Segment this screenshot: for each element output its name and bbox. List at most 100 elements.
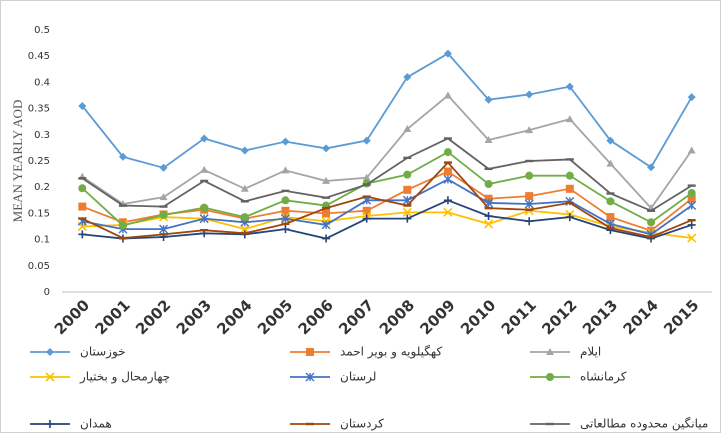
legend-marker <box>306 348 314 356</box>
data-point <box>281 196 290 205</box>
data-point <box>525 126 534 134</box>
data-point <box>240 184 249 192</box>
data-point <box>443 174 453 184</box>
series-line <box>81 52 693 169</box>
data-point <box>687 93 696 102</box>
y-tick-label: 0.4 <box>34 77 50 88</box>
data-point <box>159 193 168 201</box>
data-point <box>606 213 615 222</box>
legend-marker <box>46 348 54 356</box>
data-point <box>362 136 371 145</box>
legend-marker <box>46 420 54 428</box>
data-point <box>484 194 493 203</box>
legend-label: کرمانشاه <box>580 370 627 385</box>
data-point <box>606 197 615 206</box>
legend-label: ایلام <box>580 345 601 359</box>
data-point <box>200 134 209 143</box>
data-point <box>78 184 87 193</box>
data-point <box>484 95 493 104</box>
data-point <box>687 233 697 243</box>
data-point <box>281 137 290 146</box>
data-point <box>159 163 168 172</box>
data-point <box>525 171 534 180</box>
data-point <box>403 125 412 133</box>
data-point <box>687 201 697 211</box>
data-point <box>362 173 371 181</box>
data-point <box>362 206 371 215</box>
legend-label: همدان <box>80 417 112 431</box>
data-point <box>118 221 127 230</box>
y-tick-label: 0.3 <box>34 130 50 141</box>
series-line <box>82 199 692 240</box>
data-point <box>647 218 656 227</box>
y-axis-label: MEAN YEARLY AOD <box>10 100 25 223</box>
data-point <box>281 206 290 215</box>
series-line <box>81 161 693 239</box>
data-point <box>606 136 615 145</box>
y-tick-label: 0.2 <box>34 182 50 193</box>
data-point <box>525 90 534 99</box>
data-point <box>565 82 574 91</box>
data-point <box>565 213 574 222</box>
data-point <box>362 214 371 223</box>
series-line <box>81 137 693 212</box>
data-point <box>322 234 331 243</box>
y-tick-label: 0.05 <box>28 261 50 272</box>
y-tick-label: 0.45 <box>28 51 50 62</box>
data-point <box>281 166 290 174</box>
data-point <box>484 136 493 144</box>
data-point <box>322 144 331 153</box>
data-point <box>78 101 87 110</box>
legend-marker <box>546 373 554 381</box>
data-point <box>687 194 696 203</box>
legend-marker <box>305 372 315 382</box>
data-point <box>524 199 534 209</box>
data-point <box>687 146 696 154</box>
y-tick-label: 0.35 <box>28 104 50 115</box>
data-point <box>443 91 452 99</box>
series-line <box>81 94 693 210</box>
data-point <box>525 192 534 201</box>
series-line <box>82 209 692 239</box>
y-tick-label: 0.5 <box>34 25 50 36</box>
series-line <box>81 151 693 227</box>
data-point <box>118 152 127 161</box>
data-point <box>443 207 453 217</box>
data-point <box>200 165 209 173</box>
data-point <box>322 209 331 218</box>
data-point <box>403 170 412 179</box>
data-point <box>443 148 452 157</box>
data-point <box>565 115 574 123</box>
data-point <box>403 185 412 194</box>
data-point <box>200 203 209 212</box>
data-point <box>281 225 290 234</box>
data-point <box>78 230 87 239</box>
data-point <box>565 171 574 180</box>
data-point <box>402 207 412 217</box>
data-point <box>484 212 493 221</box>
y-tick-label: 0.15 <box>28 208 50 219</box>
data-point <box>240 213 249 222</box>
legend-label: خوزستان <box>80 345 126 360</box>
legend-marker <box>546 348 554 355</box>
data-point <box>483 219 494 229</box>
data-point <box>443 167 452 176</box>
legend-marker <box>45 372 55 382</box>
data-point <box>606 159 615 167</box>
data-point <box>647 163 656 172</box>
legend-label: کهگیلویه و بویر احمد <box>340 345 442 360</box>
y-tick-label: 0.25 <box>28 156 50 167</box>
legend-label: کردستان <box>340 417 384 432</box>
data-point <box>240 146 249 155</box>
data-point <box>565 184 574 193</box>
data-point <box>484 180 493 189</box>
legend-label: میانگین محدوده مطالعاتی <box>580 417 708 432</box>
data-point <box>199 214 209 224</box>
data-point <box>321 220 331 230</box>
legend-label: لرستان <box>340 370 376 385</box>
y-tick-label: 0 <box>44 287 50 298</box>
data-point <box>159 224 169 234</box>
data-point <box>159 210 168 219</box>
data-point <box>687 220 696 229</box>
